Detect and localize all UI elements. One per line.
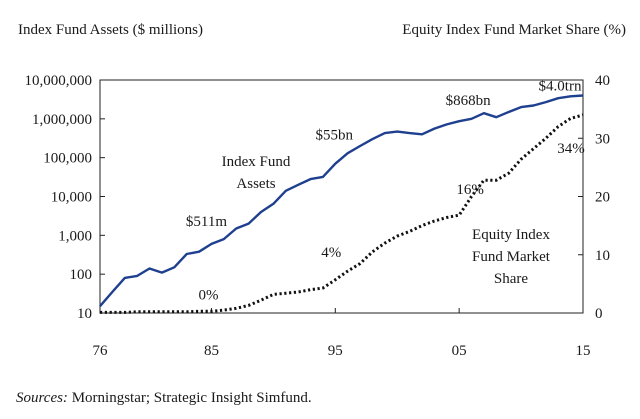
left-tick-label: 10 — [77, 306, 92, 322]
left-tick-label: 1,000 — [58, 228, 92, 244]
annotation-label: 34% — [557, 141, 585, 157]
source-text: Morningstar; Strategic Insight Simfund. — [67, 390, 312, 406]
annotation-label: $4.0trn — [539, 78, 582, 94]
left-tick-label: 10,000 — [51, 190, 92, 206]
annotation-label: $511m — [186, 214, 227, 230]
right-axis-title: Equity Index Fund Market Share (%) — [402, 22, 626, 38]
left-tick-label: 100,000 — [43, 151, 92, 167]
source-note: Sources: Morningstar; Strategic Insight … — [16, 390, 312, 407]
left-tick-label: 100 — [70, 267, 93, 283]
series-line-index-fund-assets — [99, 94, 584, 307]
series-label-equity-market-share: Equity Index Fund Market Share — [472, 227, 551, 287]
series-label-index-fund-assets: Index Fund Assets — [222, 154, 291, 192]
annotation-label: 4% — [321, 245, 341, 261]
right-tick-label: 0 — [595, 306, 603, 322]
x-tick-label: 05 — [452, 343, 467, 359]
annotation-label: 0% — [198, 287, 218, 303]
right-tick-label: 20 — [595, 190, 610, 206]
x-tick-label: 76 — [93, 343, 109, 359]
annotation-label: $55bn — [316, 128, 354, 144]
right-tick-label: 40 — [595, 73, 610, 89]
annotation-label: 16% — [456, 182, 484, 198]
x-tick-label: 95 — [328, 343, 343, 359]
source-label: Sources: — [16, 390, 68, 406]
right-tick-label: 10 — [595, 248, 610, 264]
left-axis-title: Index Fund Assets ($ millions) — [18, 22, 204, 38]
right-tick-label: 30 — [595, 131, 610, 147]
left-tick-label: 1,000,000 — [32, 112, 92, 128]
annotation-label: $868bn — [446, 93, 492, 109]
left-tick-label: 10,000,000 — [25, 73, 93, 89]
x-tick-label: 85 — [204, 343, 219, 359]
x-tick-label: 15 — [576, 343, 591, 359]
